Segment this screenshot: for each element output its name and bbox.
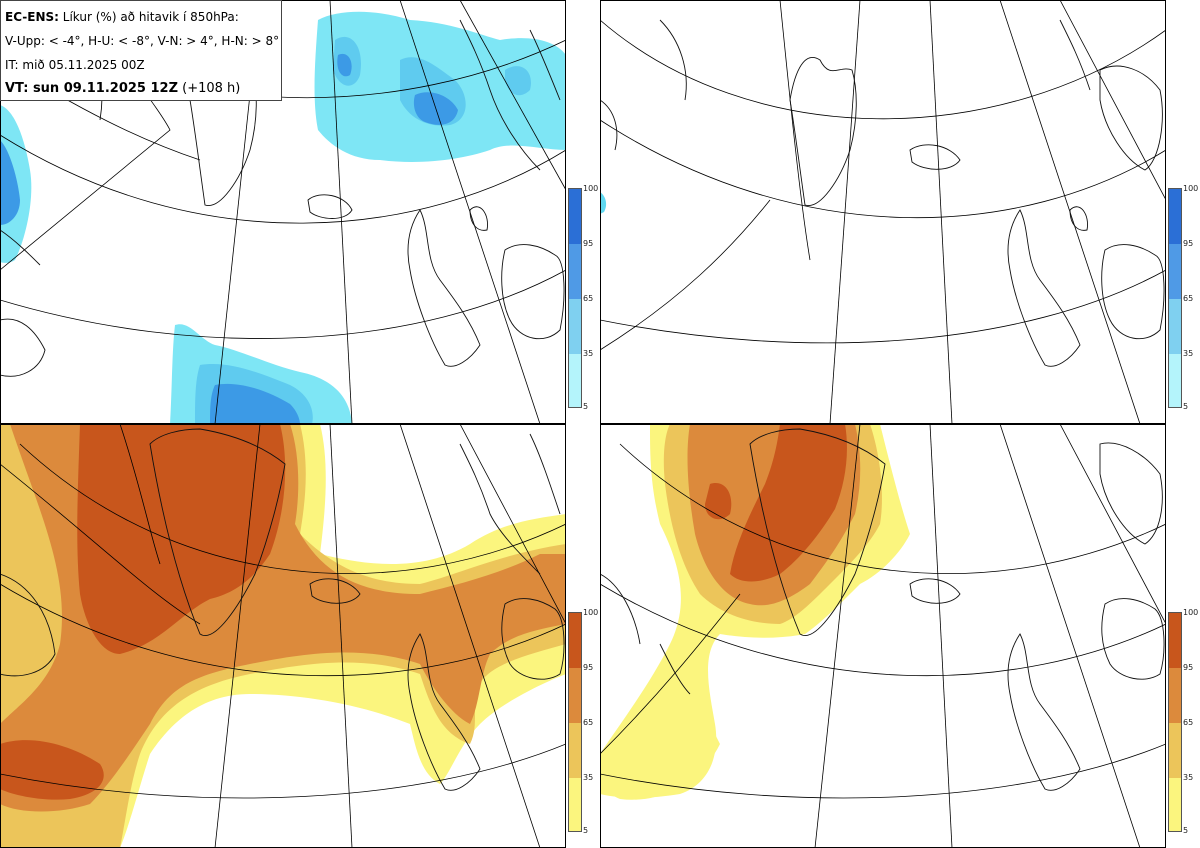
map-panel-bottom-left bbox=[0, 424, 566, 848]
cbar-label-65: 65 bbox=[583, 718, 594, 727]
cbar-label-5: 5 bbox=[583, 402, 589, 411]
model-label: EC-ENS: bbox=[5, 10, 59, 24]
cbar-label-35: 35 bbox=[1183, 349, 1194, 358]
initial-time-line: IT: mið 05.11.2025 00Z bbox=[5, 58, 145, 72]
cbar-seg-3 bbox=[1169, 299, 1181, 354]
map-panel-bottom-right bbox=[600, 424, 1166, 848]
graticule bbox=[600, 0, 1166, 424]
cbar-label-95: 95 bbox=[583, 239, 594, 248]
warm-area-south-light bbox=[600, 654, 720, 800]
cbar-label-35: 35 bbox=[583, 349, 594, 358]
cbar-label-65: 65 bbox=[583, 294, 594, 303]
cbar-label-95: 95 bbox=[1183, 663, 1194, 672]
cbar-seg-1 bbox=[1169, 613, 1181, 668]
info-box: EC-ENS: Líkur (%) að hitavik í 850hPa: V… bbox=[0, 0, 282, 101]
coastlines bbox=[0, 428, 565, 791]
cold-area-north-dark bbox=[337, 53, 458, 125]
cbar-seg-4 bbox=[1169, 354, 1181, 407]
graticule bbox=[600, 424, 1166, 848]
map-bottom-left bbox=[0, 424, 566, 848]
cbar-label-35: 35 bbox=[1183, 773, 1194, 782]
cbar-seg-4 bbox=[569, 354, 581, 407]
colorbar-bottom-right bbox=[1168, 612, 1182, 832]
cbar-label-5: 5 bbox=[583, 826, 589, 835]
cbar-seg-3 bbox=[1169, 723, 1181, 778]
map-panel-top-right bbox=[600, 0, 1166, 424]
cbar-label-95: 95 bbox=[1183, 239, 1194, 248]
cbar-label-100: 100 bbox=[1183, 608, 1199, 617]
cbar-seg-2 bbox=[569, 244, 581, 299]
cold-area-edge bbox=[600, 192, 607, 214]
warm-area-deep bbox=[705, 424, 847, 582]
cold-area-south-dark bbox=[210, 383, 300, 424]
coastlines bbox=[600, 428, 1165, 791]
cold-area-north-mid bbox=[333, 36, 531, 126]
valid-time-line: VT: sun 09.11.2025 12Z (+108 h) bbox=[5, 77, 277, 101]
title-text: Líkur (%) að hitavik í 850hPa: bbox=[62, 10, 239, 24]
valid-label: VT: sun 09.11.2025 12Z bbox=[5, 81, 178, 96]
cold-area-west-dark bbox=[0, 140, 20, 225]
colorbar-top-right bbox=[1168, 188, 1182, 408]
cbar-label-5: 5 bbox=[1183, 402, 1189, 411]
cbar-label-5: 5 bbox=[1183, 826, 1189, 835]
cbar-seg-2 bbox=[1169, 668, 1181, 723]
cbar-label-100: 100 bbox=[583, 608, 599, 617]
cbar-label-65: 65 bbox=[1183, 718, 1194, 727]
cbar-label-100: 100 bbox=[583, 184, 599, 193]
coastlines bbox=[0, 19, 565, 377]
map-top-right bbox=[600, 0, 1166, 424]
cbar-seg-3 bbox=[569, 299, 581, 354]
warm-area-deep bbox=[0, 424, 286, 800]
cbar-seg-1 bbox=[569, 189, 581, 244]
cbar-seg-1 bbox=[1169, 189, 1181, 244]
title-line: EC-ENS: Líkur (%) að hitavik í 850hPa: bbox=[5, 5, 277, 29]
cbar-seg-3 bbox=[569, 723, 581, 778]
cbar-label-65: 65 bbox=[1183, 294, 1194, 303]
colorbar-bottom-left bbox=[568, 612, 582, 832]
cbar-label-35: 35 bbox=[583, 773, 594, 782]
map-bottom-right bbox=[600, 424, 1166, 848]
cbar-label-100: 100 bbox=[1183, 184, 1199, 193]
graticule bbox=[0, 424, 566, 848]
cbar-seg-4 bbox=[1169, 778, 1181, 831]
cbar-seg-4 bbox=[569, 778, 581, 831]
colorbar-top-left bbox=[568, 188, 582, 408]
coastlines bbox=[600, 19, 1165, 367]
cbar-seg-2 bbox=[569, 668, 581, 723]
thresholds-line: V-Upp: < -4°, H-U: < -8°, V-N: > 4°, H-N… bbox=[5, 34, 280, 48]
cbar-seg-2 bbox=[1169, 244, 1181, 299]
cbar-label-95: 95 bbox=[583, 663, 594, 672]
lead-time: (+108 h) bbox=[182, 81, 241, 96]
cbar-seg-1 bbox=[569, 613, 581, 668]
